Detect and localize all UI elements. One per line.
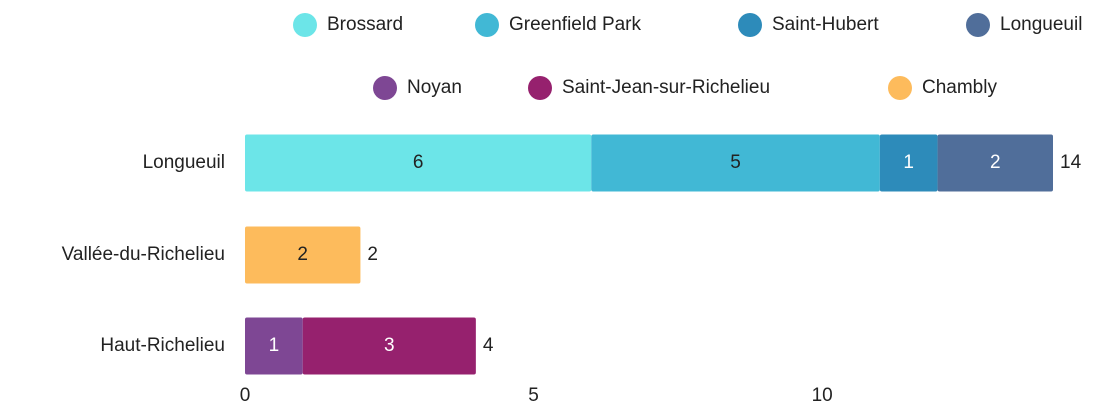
bar-segment (879, 134, 938, 192)
segment-label: 1 (269, 335, 280, 356)
legend-label: Greenfield Park (509, 14, 642, 35)
segment-label: 5 (730, 152, 741, 173)
total-label: 4 (483, 335, 494, 356)
bar-segment (591, 134, 880, 192)
segment-label: 3 (384, 335, 395, 356)
legend-swatch (373, 76, 397, 100)
legend-label: Brossard (327, 14, 403, 35)
x-tick-label: 10 (812, 385, 833, 404)
segment-label: 2 (990, 152, 1001, 173)
total-label: 2 (367, 244, 378, 265)
legend-label: Longueuil (1000, 14, 1082, 35)
bar-segment (245, 226, 361, 284)
legend-swatch (888, 76, 912, 100)
legend-label: Saint-Jean-sur-Richelieu (562, 77, 770, 98)
bar-segment (302, 317, 476, 375)
legend-swatch (293, 13, 317, 37)
segment-label: 2 (297, 244, 308, 265)
segment-label: 1 (903, 152, 914, 173)
y-tick-label: Longueuil (143, 152, 225, 173)
legend-swatch (528, 76, 552, 100)
x-tick-label: 0 (240, 385, 251, 404)
y-tick-label: Haut-Richelieu (100, 335, 225, 356)
segment-label: 6 (413, 152, 424, 173)
x-tick-label: 5 (528, 385, 539, 404)
legend-swatch (966, 13, 990, 37)
bar-segment (245, 134, 592, 192)
legend-label: Saint-Hubert (772, 14, 879, 35)
bar-segment (245, 317, 303, 375)
legend-swatch (738, 13, 762, 37)
legend-label: Noyan (407, 77, 462, 98)
legend-label: Chambly (922, 77, 997, 98)
y-tick-label: Vallée-du-Richelieu (62, 244, 225, 265)
legend-swatch (475, 13, 499, 37)
bar-segment (937, 134, 1053, 192)
total-label: 14 (1060, 152, 1082, 173)
